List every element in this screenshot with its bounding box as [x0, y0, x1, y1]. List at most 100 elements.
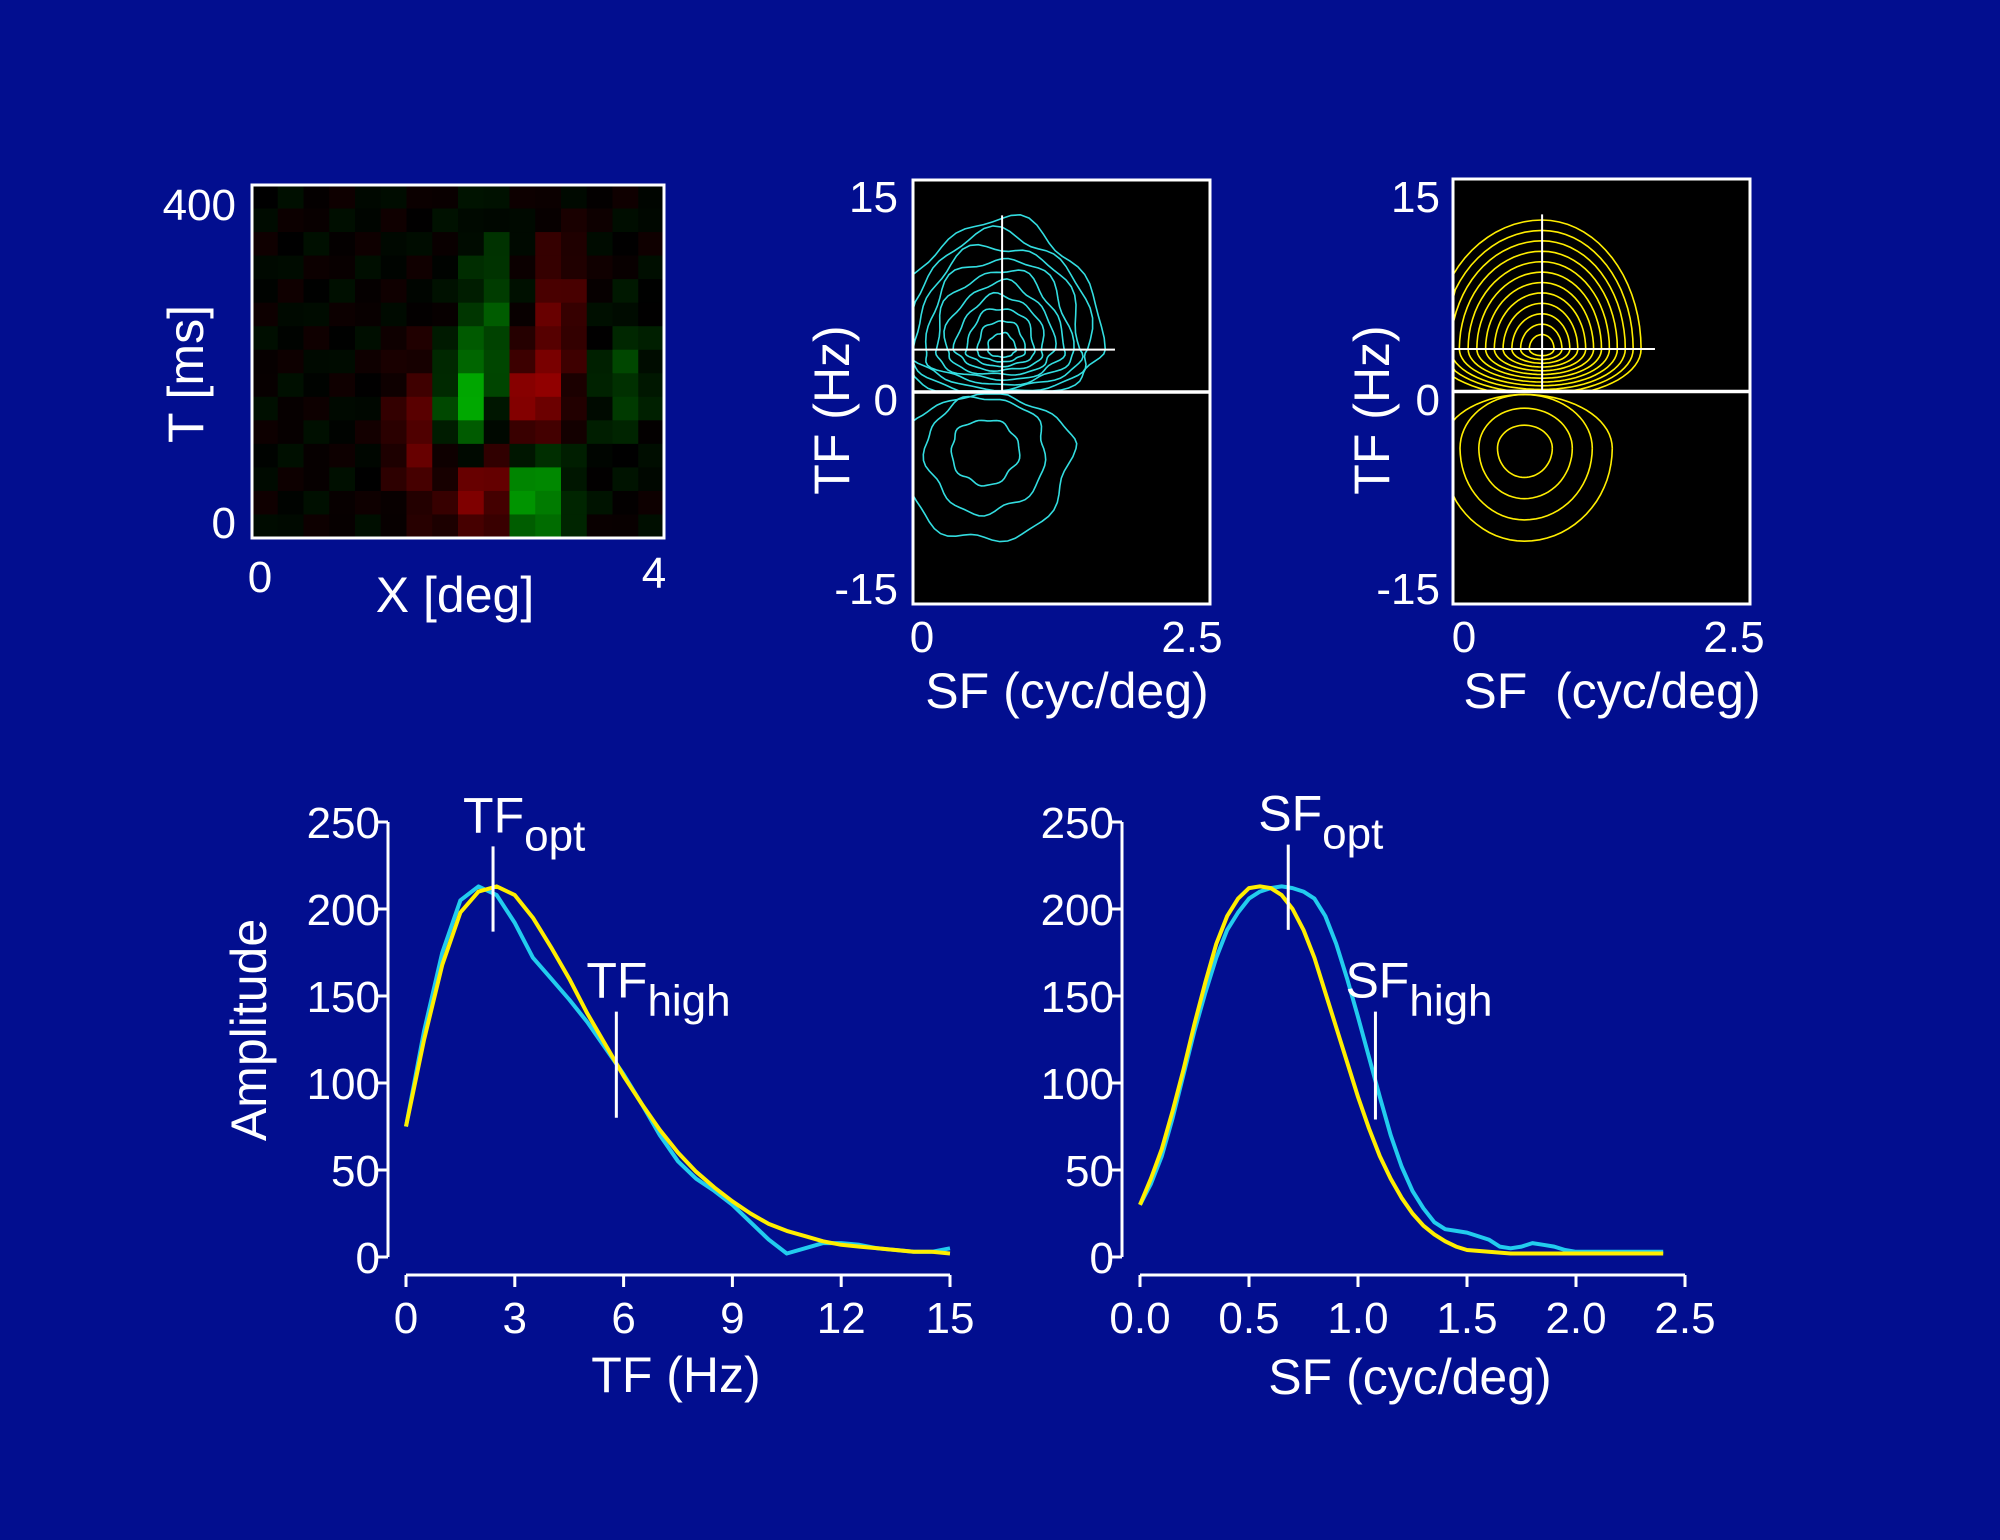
sf-tuning-xtick-label: 0.0	[1109, 1294, 1170, 1343]
rf-heatmap-cell	[252, 396, 279, 421]
rf-heatmap-cell	[277, 232, 305, 257]
rf-heatmap-cell	[458, 467, 485, 492]
rf-heatmap-cell	[586, 185, 614, 210]
spectrum-data-ytick-top: 15	[849, 173, 898, 222]
rf-heatmap-cell	[535, 467, 562, 492]
rf-heatmap-cell	[329, 396, 356, 421]
rf-heatmap-cell	[561, 420, 588, 445]
rf-heatmap-cell	[380, 255, 408, 280]
rf-heatmap-cell	[458, 349, 485, 374]
rf-heatmap-cell	[612, 185, 639, 210]
rf-heatmap-cell	[612, 443, 639, 468]
rf-heatmap-cell	[406, 232, 433, 257]
rf-heatmap-cell	[586, 232, 614, 257]
rf-heatmap-cell	[303, 420, 330, 445]
sf-tuning-ytick-label: 250	[1041, 799, 1114, 848]
rf-heatmap-cell	[252, 420, 279, 445]
rf-heatmap-cell	[329, 420, 356, 445]
rf-heatmap-cell	[535, 349, 562, 374]
sf-tuning-xtick-label: 1.0	[1327, 1294, 1388, 1343]
rf-heatmap-cell	[406, 326, 433, 351]
rf-heatmap-cell	[432, 420, 459, 445]
rf-heatmap-cell	[277, 490, 305, 516]
spectrum-fit-xlabel: SF (cyc/deg)	[1463, 663, 1760, 719]
rf-heatmap-cell	[277, 420, 305, 445]
rf-heatmap-frame	[250, 183, 666, 540]
rf-heatmap-cell	[380, 467, 408, 492]
rf-heatmap-cell	[458, 185, 485, 210]
rf-heatmap-cell	[406, 185, 433, 210]
rf-heatmap-cell	[355, 490, 382, 516]
sf-tuning-xlabel: SF (cyc/deg)	[1268, 1349, 1551, 1405]
rf-heatmap-cell	[458, 514, 485, 539]
sf-tuning-xtick-label: 1.5	[1436, 1294, 1497, 1343]
rf-heatmap-cell	[483, 279, 511, 304]
rf-heatmap-cell	[561, 232, 588, 257]
rf-heatmap-cell	[277, 255, 305, 280]
spectrum-fit-xtick-right: 2.5	[1703, 613, 1764, 662]
rf-heatmap-cell	[561, 255, 588, 280]
spectrum-data-xlabel: SF (cyc/deg)	[925, 663, 1208, 719]
rf-heatmap-cell	[612, 420, 639, 445]
rf-heatmap-cell	[483, 396, 511, 421]
rf-heatmap-cell	[612, 373, 639, 398]
rf-heatmap-cell	[406, 349, 433, 374]
rf-heatmap-cell	[612, 514, 639, 539]
rf-heatmap-cell	[535, 208, 562, 233]
rf-heatmap-cell	[277, 514, 305, 539]
sf-tuning-ytick-label: 150	[1041, 973, 1114, 1022]
rf-heatmap-cell	[252, 302, 279, 327]
sf-tuning-marker-label: SFopt	[1258, 786, 1383, 859]
tf-tuning-ytick-label: 50	[331, 1147, 380, 1196]
rf-heatmap-cell	[355, 185, 382, 210]
rf-heatmap-cell	[406, 279, 433, 304]
rf-heatmap-cell	[612, 208, 639, 233]
rf-heatmap-cell	[380, 302, 408, 327]
rf-heatmap-cell	[432, 467, 459, 492]
rf-heatmap-cell	[586, 302, 614, 327]
rf-heatmap-cell	[483, 185, 511, 210]
rf-heatmap-cell	[535, 373, 562, 398]
rf-heatmap-cell	[638, 208, 665, 233]
spectrum-fit-frame	[1451, 177, 1752, 606]
rf-heatmap-cell	[586, 208, 614, 233]
tf-tuning-markers: TFopt TFhigh	[463, 787, 731, 1118]
rf-heatmap-cell	[303, 514, 330, 539]
rf-heatmap-cell	[329, 232, 356, 257]
rf-heatmap-cell	[561, 467, 588, 492]
tf-tuning-ytick-label: 250	[307, 799, 380, 848]
rf-heatmap-cell	[509, 373, 536, 398]
rf-heatmap-cell	[483, 232, 511, 257]
rf-heatmap-cell	[329, 514, 356, 539]
rf-heatmap-cell	[535, 514, 562, 539]
rf-heatmap-cell	[380, 514, 408, 539]
spectrum-fit-panel: 15 0 -15 0 2.5 SF (cyc/deg) TF (Hz)	[1344, 173, 1765, 719]
rf-heatmap-cell	[277, 185, 305, 210]
rf-heatmap-cell	[638, 514, 665, 539]
rf-heatmap-cell	[277, 373, 305, 398]
rf-heatmap-cell	[252, 514, 279, 539]
spectrum-fit-contour-lower	[1496, 424, 1554, 479]
rf-heatmap-cell	[535, 279, 562, 304]
rf-heatmap-cell	[380, 185, 408, 210]
rf-heatmap-cell	[561, 396, 588, 421]
rf-heatmap-cell	[355, 349, 382, 374]
tf-tuning-xtick-label: 15	[926, 1294, 975, 1343]
rf-heatmap-cell	[586, 349, 614, 374]
rf-heatmap-cell	[561, 185, 588, 210]
spectrum-fit-crosshair	[1453, 214, 1750, 394]
rf-heatmap-cell	[355, 467, 382, 492]
rf-heatmap-cell	[638, 232, 665, 257]
rf-heatmap-cell	[329, 326, 356, 351]
rf-heatmap-cell	[458, 396, 485, 421]
rf-xtick-left: 0	[248, 553, 272, 602]
rf-heatmap-cell	[406, 420, 433, 445]
rf-ytick-bottom: 0	[212, 499, 236, 548]
tf-tuning-axes: 0 50 100 150 200 250 0 3 6 9 12 15	[307, 799, 975, 1343]
rf-xtick-right: 4	[642, 549, 666, 598]
rf-heatmap-cell	[458, 326, 485, 351]
rf-heatmap-cell	[638, 490, 665, 516]
rf-heatmap-cell	[561, 349, 588, 374]
rf-heatmap-cell	[380, 349, 408, 374]
rf-heatmap-cell	[612, 396, 639, 421]
